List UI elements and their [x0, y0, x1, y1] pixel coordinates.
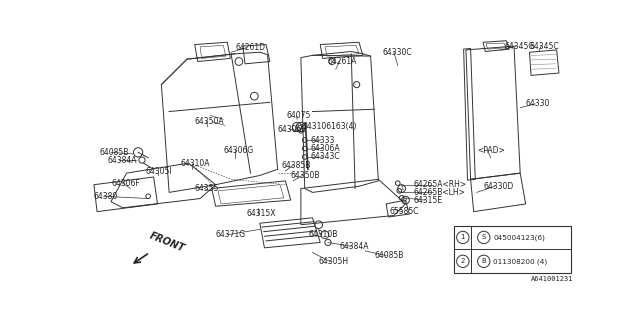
Text: 011308200 (4): 011308200 (4) [493, 258, 547, 265]
Text: 64385B: 64385B [282, 161, 311, 170]
Text: 64333: 64333 [311, 136, 335, 145]
Text: 64384A: 64384A [107, 156, 136, 164]
Text: 64345G: 64345G [505, 42, 535, 51]
Text: 045004123(6): 045004123(6) [493, 234, 545, 241]
Text: 1: 1 [400, 186, 403, 191]
Text: 64310B: 64310B [308, 230, 338, 239]
Text: 64306F: 64306F [111, 179, 140, 188]
Text: 64305H: 64305H [319, 257, 349, 266]
Text: 64306G: 64306G [223, 146, 253, 155]
Text: 64384A: 64384A [340, 242, 369, 251]
Text: 64306A: 64306A [311, 144, 340, 153]
Text: 64315E: 64315E [413, 196, 442, 204]
Text: 64085B: 64085B [99, 148, 129, 157]
Text: B: B [481, 258, 486, 264]
Text: 64315X: 64315X [246, 210, 276, 219]
Text: A641001231: A641001231 [531, 276, 573, 282]
Text: 64345C: 64345C [529, 42, 559, 51]
Text: 64330: 64330 [525, 99, 550, 108]
Text: 64261A: 64261A [328, 57, 357, 66]
Text: 2: 2 [404, 197, 407, 203]
Text: 64350A: 64350A [195, 117, 225, 126]
Text: 64330C: 64330C [382, 48, 412, 57]
Text: S: S [299, 124, 303, 130]
Text: 64305I: 64305I [146, 167, 173, 176]
Text: 64371G: 64371G [216, 230, 246, 239]
Text: 64330D: 64330D [483, 182, 513, 191]
Text: 64355: 64355 [195, 184, 219, 193]
Text: 64310A: 64310A [180, 159, 211, 168]
Text: 64350B: 64350B [291, 171, 320, 180]
Text: 64380: 64380 [94, 192, 118, 201]
Text: 65585C: 65585C [390, 207, 419, 216]
Text: 64075: 64075 [287, 111, 311, 120]
FancyBboxPatch shape [454, 226, 571, 273]
Text: 64265A<RH>: 64265A<RH> [413, 180, 467, 189]
Text: 1: 1 [461, 235, 465, 240]
Text: FRONT: FRONT [148, 231, 186, 254]
Text: 2: 2 [461, 258, 465, 264]
Text: 64261D: 64261D [235, 43, 265, 52]
Text: S: S [295, 124, 299, 130]
Text: 64265B<LH>: 64265B<LH> [413, 188, 465, 197]
Text: <PAD>: <PAD> [477, 146, 506, 155]
Text: 64343C: 64343C [311, 153, 340, 162]
Text: 64085B: 64085B [374, 251, 404, 260]
Text: S: S [481, 235, 486, 240]
Text: 64306B: 64306B [278, 125, 307, 134]
Text: 043106163(4): 043106163(4) [303, 123, 357, 132]
